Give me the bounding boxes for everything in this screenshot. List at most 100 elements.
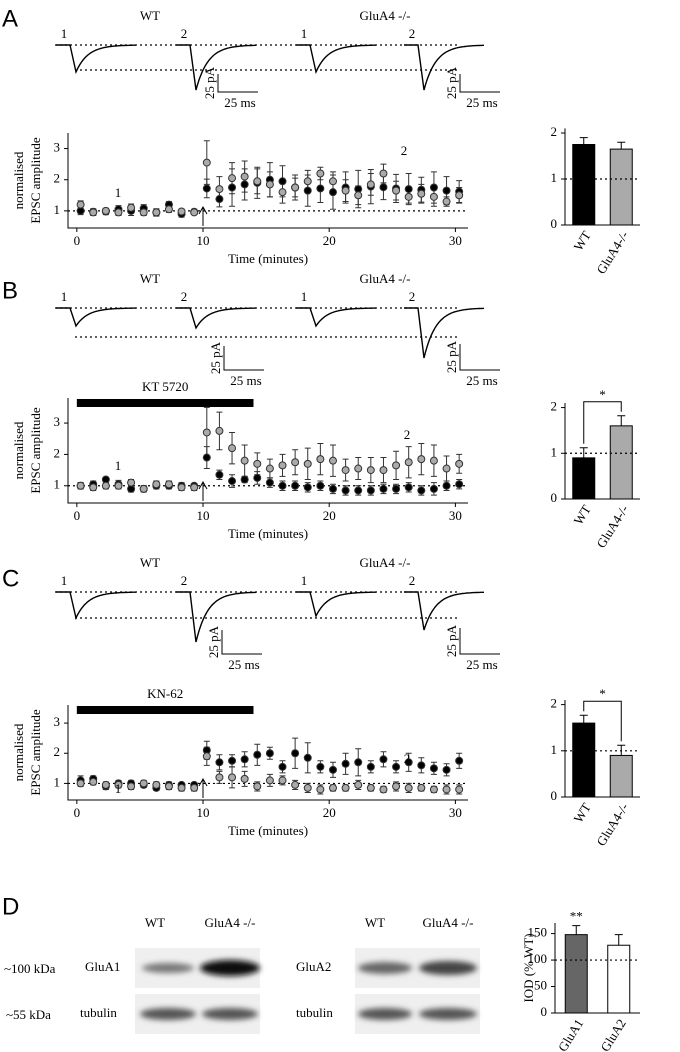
axes bbox=[67, 133, 468, 229]
data-point bbox=[303, 186, 312, 195]
scale-label: 25 pA bbox=[444, 340, 459, 373]
data-point bbox=[265, 180, 274, 189]
trace-marker: 2 bbox=[181, 26, 188, 41]
data-point bbox=[455, 459, 464, 468]
data-point bbox=[379, 785, 388, 794]
significance-bracket bbox=[583, 401, 622, 444]
data-point bbox=[366, 486, 375, 495]
epsc-trace bbox=[296, 307, 376, 328]
data-point bbox=[253, 459, 262, 468]
epsc-trace bbox=[176, 44, 256, 91]
scale-bar bbox=[221, 630, 262, 655]
data-point bbox=[354, 780, 363, 789]
x-axis-label: Time (minutes) bbox=[228, 823, 308, 838]
data-point bbox=[341, 759, 350, 768]
data-point bbox=[429, 484, 438, 493]
trace-label: GluA4 -/- bbox=[360, 8, 411, 23]
data-point bbox=[328, 456, 337, 465]
data-point bbox=[228, 174, 237, 183]
x-tick-label: 10 bbox=[197, 508, 210, 523]
data-point bbox=[253, 473, 262, 482]
stim-arrow bbox=[198, 480, 208, 501]
data-point bbox=[354, 464, 363, 473]
data-point bbox=[228, 756, 237, 765]
data-point bbox=[341, 186, 350, 195]
data-point bbox=[202, 752, 211, 761]
x-tick-label: 0 bbox=[74, 508, 81, 523]
bar bbox=[607, 944, 631, 1014]
data-point bbox=[76, 481, 85, 490]
data-point bbox=[379, 484, 388, 493]
data-point bbox=[404, 458, 413, 467]
data-point bbox=[228, 773, 237, 782]
y-tick-label: 50 bbox=[534, 978, 547, 993]
annotation: 2 bbox=[404, 427, 411, 442]
data-point bbox=[190, 783, 199, 792]
data-point bbox=[215, 185, 224, 194]
data-point bbox=[303, 483, 312, 492]
data-point bbox=[354, 758, 363, 767]
data-point bbox=[429, 192, 438, 201]
data-point bbox=[429, 764, 438, 773]
trace-marker: 1 bbox=[61, 289, 68, 304]
y-tick-label: 0 bbox=[551, 490, 558, 505]
data-point bbox=[354, 191, 363, 200]
trace-label: WT bbox=[140, 271, 160, 286]
stim-arrow bbox=[198, 777, 208, 798]
data-point bbox=[240, 475, 249, 484]
data-point bbox=[366, 762, 375, 771]
data-point bbox=[303, 459, 312, 468]
data-point bbox=[366, 783, 375, 792]
y-tick-label: 2 bbox=[54, 171, 61, 186]
data-point bbox=[253, 782, 262, 791]
error-bar bbox=[579, 447, 588, 458]
y-axis-label: EPSC amplitude bbox=[28, 407, 43, 494]
y-tick-label: 100 bbox=[528, 951, 548, 966]
data-point bbox=[316, 785, 325, 794]
category-label: GluA4-/- bbox=[593, 228, 631, 276]
trace-marker: 2 bbox=[409, 26, 416, 41]
axes bbox=[67, 398, 468, 504]
data-point bbox=[455, 756, 464, 765]
data-point bbox=[177, 207, 186, 216]
data-point bbox=[455, 785, 464, 794]
significance-bracket bbox=[583, 700, 622, 742]
data-point bbox=[417, 189, 426, 198]
data-point bbox=[139, 779, 148, 788]
y-tick-label: 2 bbox=[54, 744, 61, 759]
category-label: GluA4-/- bbox=[593, 800, 631, 848]
data-point bbox=[316, 762, 325, 771]
data-point bbox=[316, 169, 325, 178]
x-axis-label: Time (minutes) bbox=[228, 251, 308, 266]
category-label: GluA1 bbox=[555, 1016, 586, 1052]
data-point bbox=[278, 461, 287, 470]
data-point bbox=[114, 208, 123, 217]
category-label: WT bbox=[570, 228, 593, 253]
epsc-trace bbox=[404, 44, 484, 91]
data-point bbox=[265, 776, 274, 785]
y-tick-label: 1 bbox=[551, 170, 558, 185]
epsc-trace bbox=[56, 591, 136, 621]
data-point bbox=[76, 200, 85, 209]
data-point bbox=[442, 186, 451, 195]
x-axis-label: Time (minutes) bbox=[228, 526, 308, 541]
error-bar bbox=[579, 714, 588, 724]
data-point bbox=[328, 177, 337, 186]
annotation: 2 bbox=[404, 751, 411, 766]
data-point bbox=[114, 780, 123, 789]
trace-marker: 2 bbox=[181, 289, 188, 304]
blot-images bbox=[135, 948, 480, 1034]
data-point bbox=[417, 486, 426, 495]
data-point bbox=[164, 782, 173, 791]
data-point bbox=[417, 761, 426, 770]
data-point bbox=[164, 480, 173, 489]
data-point bbox=[202, 453, 211, 462]
bar bbox=[572, 457, 596, 500]
data-point bbox=[404, 483, 413, 492]
data-point bbox=[202, 428, 211, 437]
drug-label: KT 5720 bbox=[142, 379, 188, 394]
error-bar bbox=[617, 141, 626, 150]
trace-marker: 1 bbox=[301, 289, 308, 304]
data-point bbox=[139, 484, 148, 493]
